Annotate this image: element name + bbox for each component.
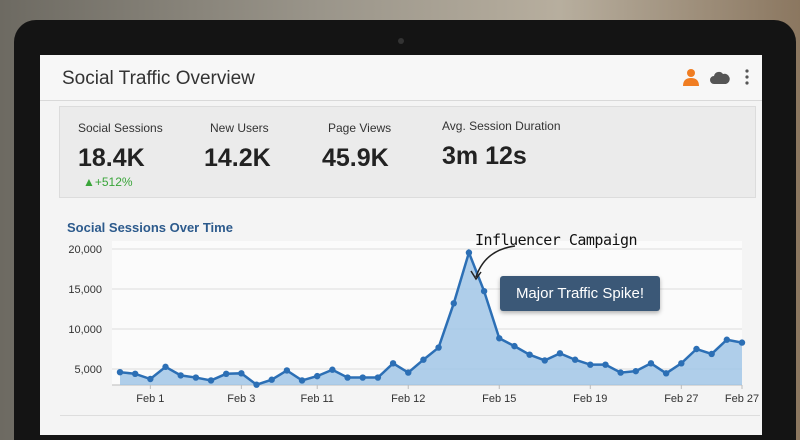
data-point <box>177 372 184 379</box>
data-point <box>541 357 548 364</box>
y-tick-label: 15,000 <box>68 284 102 296</box>
x-tick-label: Feb 27 <box>725 393 759 405</box>
kpi-label: New Users <box>210 121 269 135</box>
x-tick-label: Feb 12 <box>391 393 425 405</box>
cloud-icon[interactable] <box>710 70 730 84</box>
kpi-new-users: New Users 14.2K <box>204 121 271 173</box>
data-point <box>723 336 731 343</box>
data-point <box>222 370 230 377</box>
y-tick-label: 5,000 <box>74 364 102 376</box>
data-point <box>253 381 260 388</box>
kpi-value: 18.4K <box>78 144 145 172</box>
data-point <box>465 249 473 256</box>
kpi-label: Avg. Session Duration <box>442 119 561 133</box>
divider <box>60 415 760 416</box>
data-point <box>131 370 139 377</box>
kpi-value: 45.9K <box>322 144 389 172</box>
arrow-head-icon <box>470 270 482 281</box>
x-tick-label: Feb 27 <box>664 393 698 405</box>
data-point <box>344 374 351 381</box>
data-point <box>511 342 518 350</box>
data-point <box>738 339 746 346</box>
y-tick-label: 20,000 <box>68 244 102 256</box>
kpi-label: Social Sessions <box>78 121 163 135</box>
page-title: Social Traffic Overview <box>62 68 255 89</box>
dashboard: Social Traffic Overview Social Sessions … <box>40 55 762 435</box>
data-point <box>116 369 124 376</box>
data-point <box>708 350 715 358</box>
data-point <box>647 360 655 367</box>
kpi-panel: Social Sessions 18.4K ▲+512% New Users 1… <box>59 106 756 198</box>
data-point <box>374 374 382 381</box>
x-tick-label: Feb 11 <box>301 393 334 405</box>
webcam <box>398 38 404 44</box>
data-point <box>405 369 412 376</box>
data-point <box>450 300 457 307</box>
x-tick-label: Feb 1 <box>136 393 164 405</box>
data-point <box>693 345 700 353</box>
data-point <box>526 351 533 358</box>
data-point <box>632 367 640 375</box>
kpi-delta: ▲+512% <box>83 175 133 189</box>
x-tick-label: Feb 3 <box>227 393 255 405</box>
data-point <box>617 369 624 376</box>
data-point <box>314 372 321 380</box>
data-point <box>480 287 488 295</box>
data-point <box>556 350 564 357</box>
data-point <box>147 375 154 383</box>
x-tick-label: Feb 19 <box>573 393 607 405</box>
data-point <box>283 367 291 374</box>
y-tick-label: 10,000 <box>68 324 102 336</box>
sessions-chart: 5,000 10,000 15,000 20,000 Feb 1 Feb 3 Feb 11 F… <box>68 241 759 405</box>
data-point <box>602 361 609 368</box>
annotation-influencer-campaign: Influencer Campaign <box>475 231 638 249</box>
annotation-arrow <box>475 245 516 278</box>
more-vertical-icon[interactable] <box>744 69 750 85</box>
kpi-page-views: Page Views 45.9K <box>322 121 391 173</box>
data-point <box>359 374 366 381</box>
data-point <box>435 344 442 351</box>
kpi-value: 14.2K <box>204 144 271 172</box>
kpi-social-sessions: Social Sessions 18.4K ▲+512% <box>78 121 163 189</box>
data-point <box>329 366 336 373</box>
data-point <box>420 356 427 363</box>
user-icon[interactable] <box>682 68 700 86</box>
tooltip-traffic-spike: Major Traffic Spike! <box>500 276 660 311</box>
x-tick-label: Feb 15 <box>482 393 516 405</box>
chart-title: Social Sessions Over Time <box>67 220 233 235</box>
data-point <box>207 377 215 384</box>
data-point <box>192 374 200 381</box>
data-point <box>268 376 275 383</box>
data-point <box>162 363 169 371</box>
data-point <box>587 361 594 368</box>
data-point <box>662 370 670 377</box>
data-point <box>496 335 503 342</box>
data-point <box>678 360 685 367</box>
kpi-value: 3m 12s <box>442 142 527 170</box>
header: Social Traffic Overview <box>40 55 762 101</box>
data-point <box>238 370 245 377</box>
data-point <box>389 360 397 367</box>
data-point <box>298 377 306 384</box>
kpi-avg-session-duration: Avg. Session Duration 3m 12s <box>442 119 561 171</box>
data-point <box>571 356 579 363</box>
kpi-label: Page Views <box>328 121 392 135</box>
series-area <box>120 252 742 385</box>
